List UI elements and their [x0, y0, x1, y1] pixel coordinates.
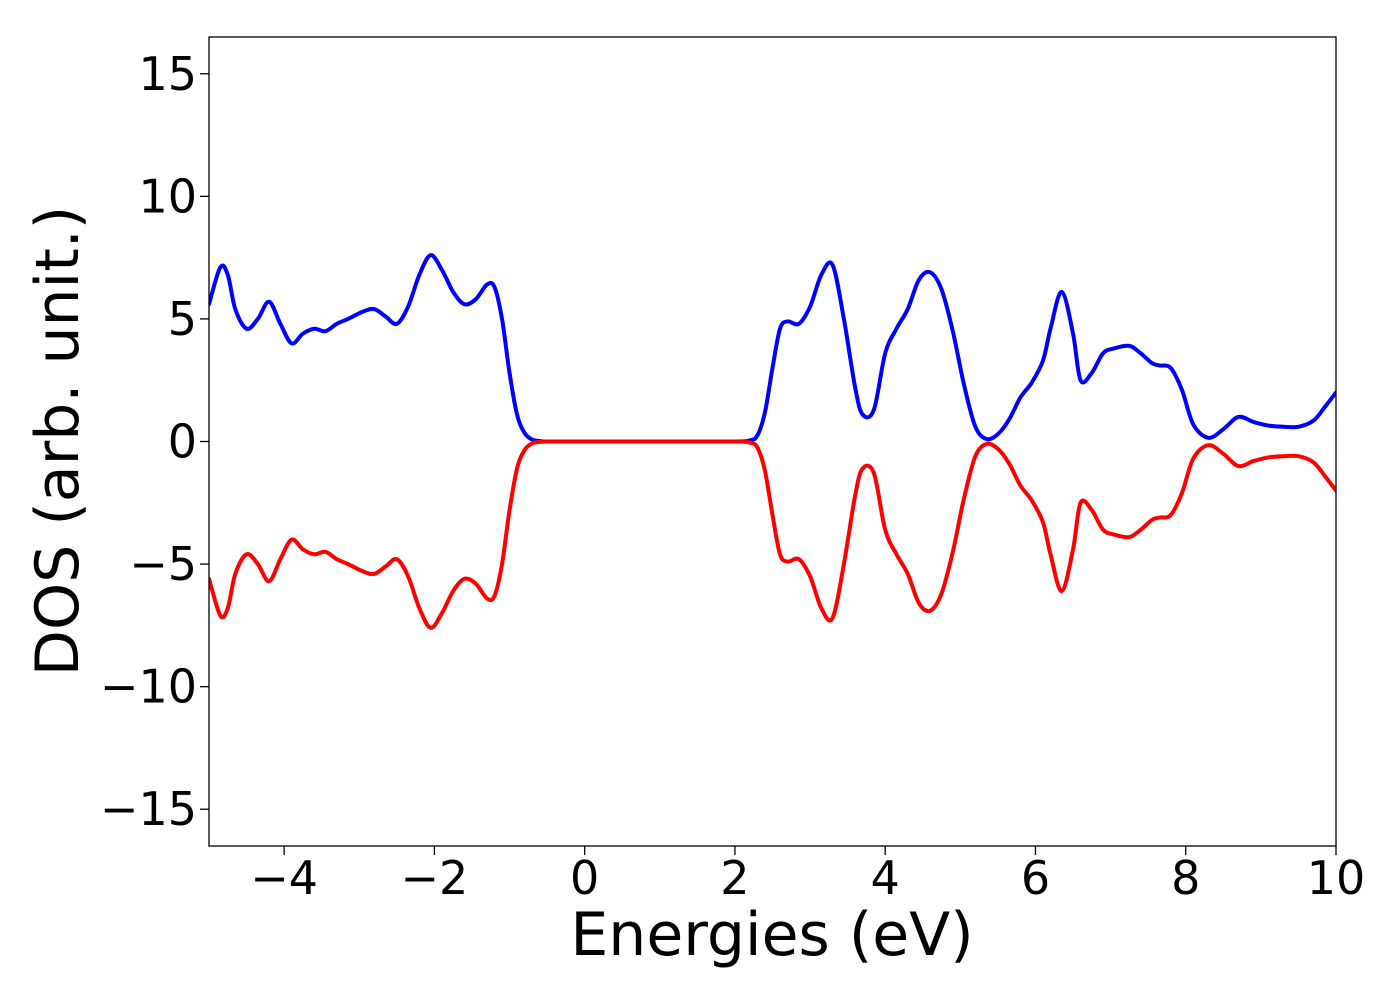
series-line-1 [209, 253, 1336, 444]
plot-frame [208, 36, 1337, 847]
x-tick-label: 4 [871, 851, 900, 905]
y-axis-title: DOS (arb. unit.) [23, 206, 93, 676]
y-tick-label: 0 [168, 415, 197, 469]
x-tick-label: 10 [1307, 851, 1366, 905]
x-tick-label: −2 [400, 851, 468, 905]
x-tick-label: 0 [570, 851, 599, 905]
x-tick-label: −4 [250, 851, 318, 905]
series-line-2 [209, 439, 1336, 630]
y-tick-label: −5 [129, 537, 197, 591]
y-tick-label: −10 [100, 660, 197, 714]
y-tick-label: 15 [138, 47, 197, 101]
y-tick-label: 5 [168, 292, 197, 346]
x-axis-ticks: −4 −2 0 2 4 6 8 10 [250, 846, 1365, 905]
y-tick-label: 10 [138, 169, 197, 223]
x-tick-label: 6 [1021, 851, 1050, 905]
y-tick-label: −15 [100, 782, 197, 836]
series-layer [209, 253, 1336, 630]
y-axis-ticks: −15 −10 −5 0 5 10 15 [100, 47, 209, 836]
x-tick-label: 2 [720, 851, 749, 905]
x-axis-title: Energies (eV) [570, 900, 973, 970]
x-tick-label: 8 [1171, 851, 1200, 905]
